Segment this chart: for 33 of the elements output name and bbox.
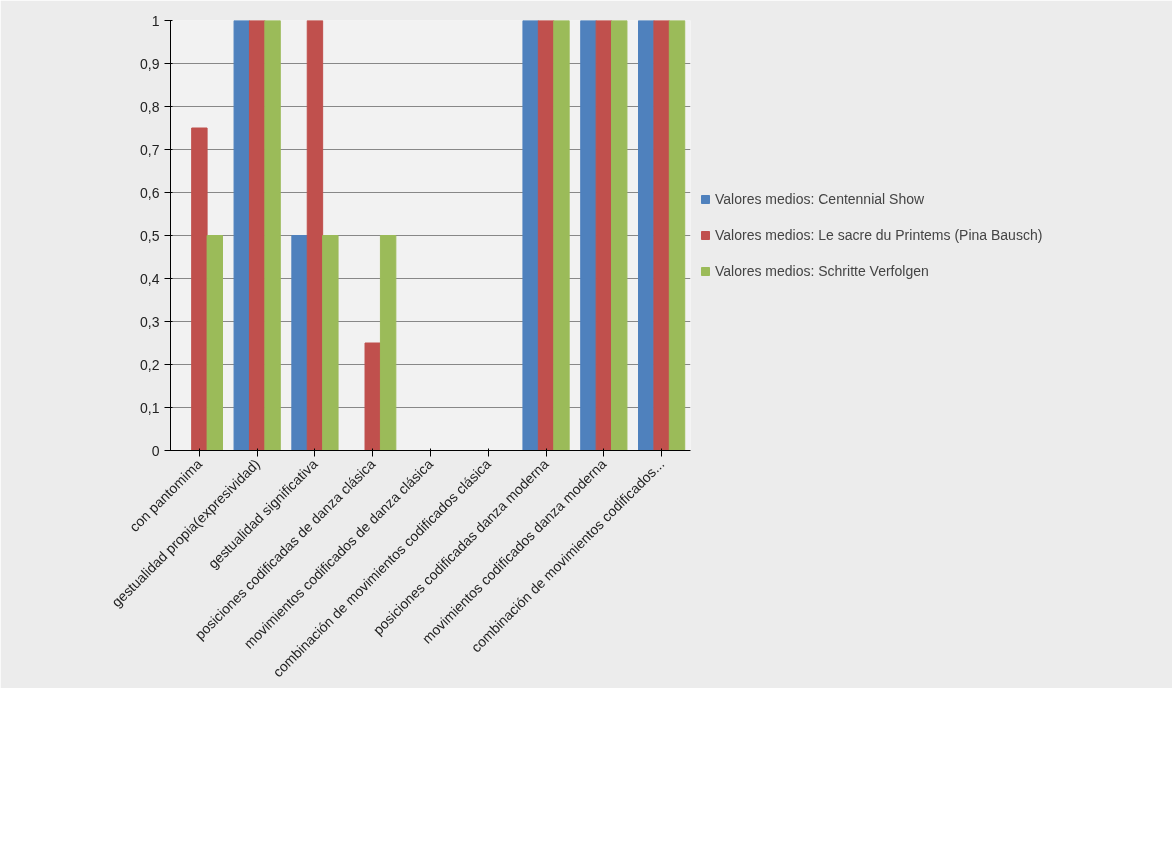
bar	[206, 235, 223, 451]
legend-label: Valores medios: Schritte Verfolgen	[715, 263, 929, 279]
bar	[638, 20, 655, 451]
bar	[580, 20, 597, 451]
y-tick-label: 0,6	[140, 184, 160, 201]
bar	[264, 20, 281, 451]
y-tick-label: 0	[151, 442, 160, 459]
legend-label: Valores medios: Le sacre du Printems (Pina Bausch)	[715, 227, 1043, 243]
y-tick-label: 0,1	[140, 399, 160, 416]
bar	[322, 235, 339, 451]
y-tick-label: 0,8	[140, 98, 160, 115]
bar	[522, 20, 539, 451]
y-tick-label: 0,3	[140, 313, 160, 330]
bar	[553, 20, 570, 451]
y-tick-label: 0,7	[140, 141, 160, 158]
y-tick-label: 0,4	[140, 270, 160, 287]
y-tick-label: 1	[151, 12, 160, 29]
y-tick-label: 0,5	[140, 227, 160, 244]
bar	[291, 235, 308, 451]
bar	[379, 235, 397, 451]
y-tick-label: 0,2	[140, 356, 160, 373]
bar	[595, 20, 613, 451]
bar	[653, 20, 670, 451]
bar	[248, 20, 266, 451]
bar	[233, 20, 250, 451]
bar	[191, 127, 208, 451]
bar	[364, 342, 381, 451]
bar	[537, 20, 555, 451]
bar	[306, 20, 324, 451]
y-tick-label: 0,9	[140, 55, 160, 72]
legend-label: Valores medios: Centennial Show	[715, 191, 925, 207]
bar	[668, 20, 686, 451]
bar	[611, 20, 628, 451]
